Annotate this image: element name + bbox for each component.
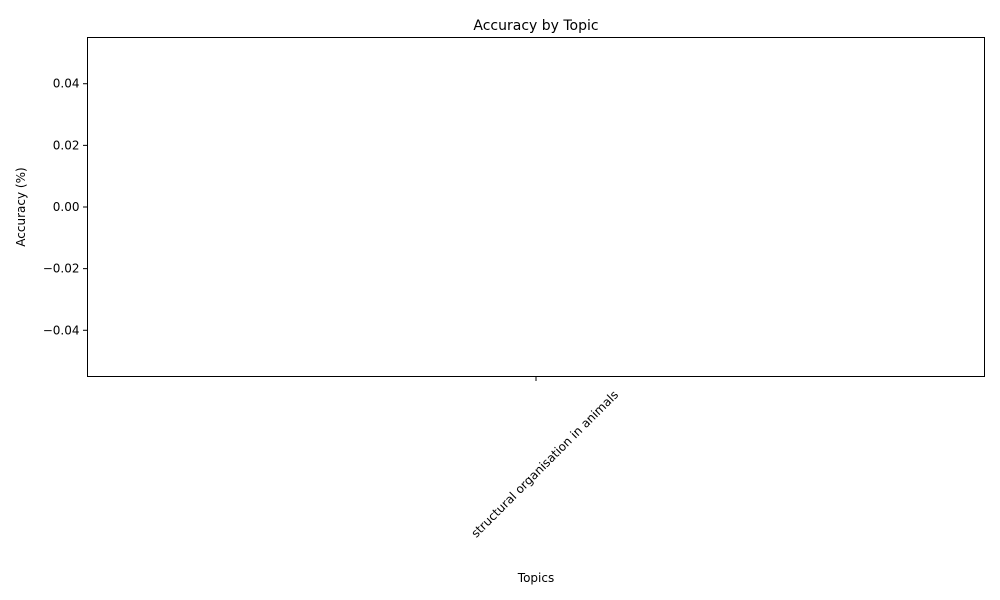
x-tick-label: structural organisation in animals [468, 388, 621, 541]
y-tick-label: 0.00 [53, 200, 80, 214]
y-tick-label: −0.02 [43, 262, 80, 276]
y-axis: −0.04 −0.02 0.00 0.02 0.04 [43, 77, 88, 337]
plot-area [87, 37, 985, 377]
plot-frame [87, 37, 985, 377]
x-axis-label: Topics [517, 571, 554, 585]
y-tick-label: 0.02 [53, 138, 80, 152]
chart-title: Accuracy by Topic [473, 18, 598, 34]
y-tick-label: −0.04 [43, 323, 80, 337]
y-axis-label: Accuracy (%) [14, 167, 28, 246]
x-axis: structural organisation in animals [468, 376, 621, 541]
y-tick-label: 0.04 [53, 77, 80, 91]
